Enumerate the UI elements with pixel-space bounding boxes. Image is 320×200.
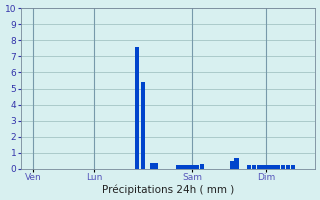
Bar — [247, 165, 251, 169]
Bar — [286, 165, 290, 169]
Bar — [185, 165, 190, 169]
Bar — [266, 165, 271, 169]
Bar — [141, 82, 145, 169]
Bar — [175, 165, 180, 169]
Bar — [276, 165, 280, 169]
Bar — [281, 165, 285, 169]
Bar — [180, 165, 185, 169]
Bar — [235, 158, 239, 169]
Bar — [257, 165, 261, 169]
Bar — [261, 165, 266, 169]
Bar — [195, 165, 199, 169]
Bar — [229, 161, 234, 169]
Bar — [200, 164, 204, 169]
Bar — [153, 163, 158, 169]
Bar — [190, 165, 195, 169]
Bar — [135, 47, 139, 169]
Bar — [291, 165, 295, 169]
Bar — [252, 165, 256, 169]
Bar — [271, 165, 276, 169]
X-axis label: Précipitations 24h ( mm ): Précipitations 24h ( mm ) — [102, 185, 234, 195]
Bar — [150, 163, 154, 169]
